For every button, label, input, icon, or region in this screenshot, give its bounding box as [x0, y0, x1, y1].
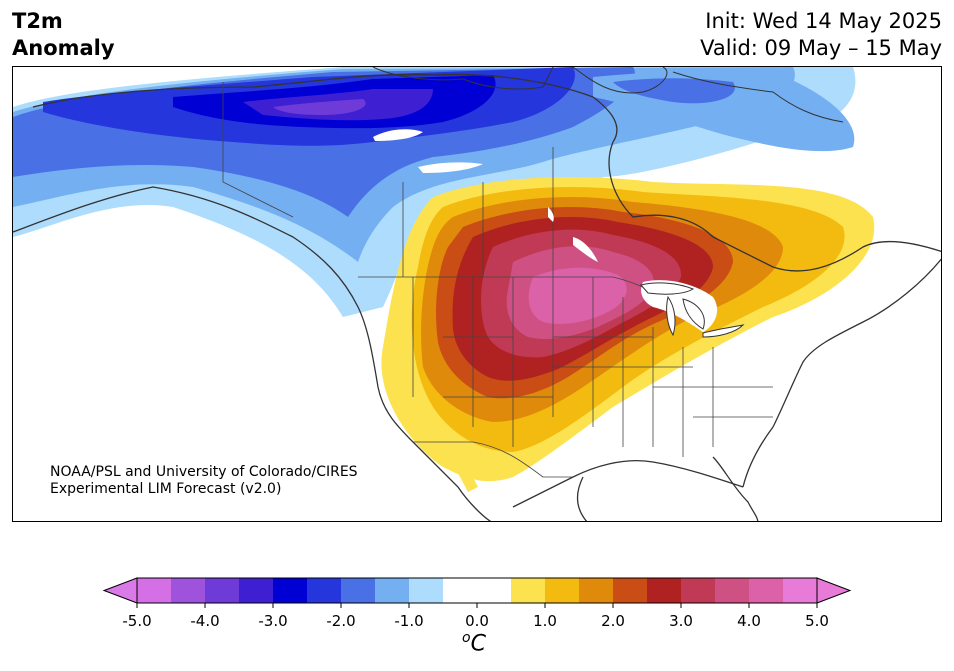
valid-dates: Valid: 09 May – 15 May: [700, 36, 942, 60]
colorbar-bin: [375, 578, 410, 603]
warm-anomaly-shading: [381, 177, 875, 492]
colorbar-bin: [545, 578, 580, 603]
colorbar-bin: [341, 578, 376, 603]
great-bear-lake: [373, 129, 423, 141]
lake-manitoba: [548, 207, 554, 222]
snow-cutouts: [373, 129, 598, 262]
map-canvas: NOAA/PSL and University of Colorado/CIRE…: [13, 67, 941, 521]
hudson-bay: [608, 141, 941, 272]
colorbar-under-arrow: [102, 577, 138, 604]
colorbar-tick-label: -3.0: [258, 612, 288, 630]
colorbar-tick-label: -4.0: [190, 612, 220, 630]
colorbar-tick-label: -1.0: [394, 612, 424, 630]
anomaly-map: NOAA/PSL and University of Colorado/CIRE…: [12, 66, 942, 522]
colorbar-bin: [205, 578, 240, 603]
colorbar-over-arrow: [816, 577, 852, 604]
colorbar-bin: [647, 578, 682, 603]
lake-huron: [682, 298, 705, 330]
baja-warm: [441, 437, 478, 492]
colorbar-tick-label: 4.0: [737, 612, 761, 630]
map-title: T2m Anomaly: [12, 8, 115, 62]
title-line-1: T2m: [12, 9, 63, 33]
great-lakes: [640, 282, 745, 338]
colorbar-tick-label: 2.0: [601, 612, 625, 630]
arctic-island-1: [372, 67, 554, 90]
state-lines-c: [552, 277, 693, 447]
colorbar-bin: [749, 578, 784, 603]
arctic-island-3: [672, 71, 844, 123]
colorbar-bin: [273, 578, 308, 603]
state-lines-e: [652, 327, 773, 457]
credit-line-1: NOAA/PSL and University of Colorado/CIRE…: [50, 464, 358, 480]
cold-band-7: [273, 99, 366, 115]
colorbar-bin: [409, 578, 444, 603]
political-borders: [222, 82, 773, 478]
colorbar-tick-label: 5.0: [805, 612, 829, 630]
province-lines: [402, 147, 554, 277]
cold-anomaly-shading: [13, 67, 856, 317]
mexico-border: [413, 441, 573, 478]
colorbar-bin: [681, 578, 716, 603]
units-text: C: [470, 631, 486, 657]
colorbar-bin: [477, 578, 512, 603]
colorbar-bin: [613, 578, 648, 603]
colorbar-tick-label: 1.0: [533, 612, 557, 630]
colorbar-bin: [443, 578, 478, 603]
florida: [712, 456, 759, 521]
colorbar-bin: [307, 578, 342, 603]
colorbar-tick-label: 3.0: [669, 612, 693, 630]
cold-east-core: [613, 78, 735, 104]
colorbar-bin: [783, 578, 818, 603]
mexico-coast: [576, 476, 588, 521]
title-line-2: Anomaly: [12, 36, 115, 60]
colorbar-bin: [239, 578, 274, 603]
arctic-island-2: [572, 67, 668, 94]
colorbar-bin: [715, 578, 750, 603]
lake-erie: [702, 324, 745, 338]
colorbar-bin: [511, 578, 546, 603]
islands: [372, 67, 844, 123]
coastlines: [13, 73, 941, 521]
great-slave-lake: [418, 162, 483, 173]
lake-superior: [640, 282, 695, 295]
forecast-dates: Init: Wed 14 May 2025 Valid: 09 May – 15…: [700, 8, 942, 62]
colorbar-tick-label: -2.0: [326, 612, 356, 630]
alaska-border: [222, 82, 294, 218]
colorbar-bin: [137, 578, 172, 603]
colorbar-tick-label: -5.0: [122, 612, 152, 630]
colorbar-bin: [579, 578, 614, 603]
units-degree: o: [462, 630, 471, 646]
state-lines-w: [412, 277, 553, 447]
init-date: Init: Wed 14 May 2025: [705, 9, 942, 33]
gulf-coast: [512, 460, 744, 508]
atlantic-coast: [742, 258, 941, 488]
lake-michigan: [666, 295, 676, 337]
units-label: oC: [462, 630, 486, 656]
colorbar-tick-label: 0.0: [465, 612, 489, 630]
lake-winnipeg: [573, 237, 598, 262]
credit-line-2: Experimental LIM Forecast (v2.0): [50, 481, 281, 497]
pacific-coast: [13, 186, 492, 521]
colorbar-bin: [171, 578, 206, 603]
